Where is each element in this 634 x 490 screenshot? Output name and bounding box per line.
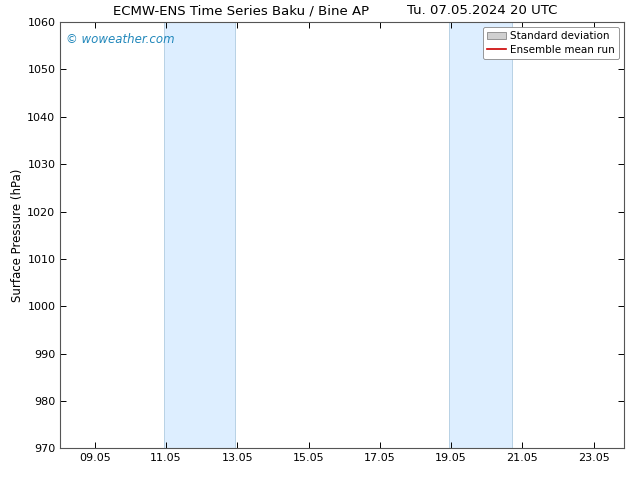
Y-axis label: Surface Pressure (hPa): Surface Pressure (hPa) bbox=[11, 169, 25, 302]
Bar bbox=[164, 22, 235, 448]
Bar bbox=[450, 22, 512, 448]
Text: © woweather.com: © woweather.com bbox=[66, 33, 174, 46]
Legend: Standard deviation, Ensemble mean run: Standard deviation, Ensemble mean run bbox=[483, 27, 619, 59]
Text: ECMW-ENS Time Series Baku / Bine AP: ECMW-ENS Time Series Baku / Bine AP bbox=[113, 4, 369, 17]
Text: Tu. 07.05.2024 20 UTC: Tu. 07.05.2024 20 UTC bbox=[406, 4, 557, 17]
